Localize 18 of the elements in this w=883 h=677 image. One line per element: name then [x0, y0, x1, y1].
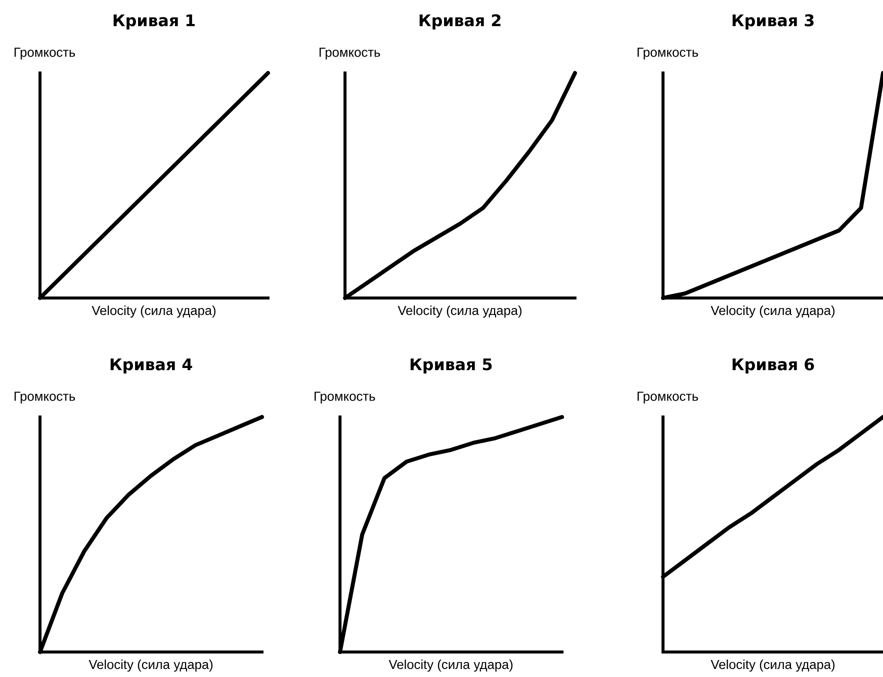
chart-title: Кривая 6 — [732, 358, 814, 374]
x-axis-title: Velocity (сила удара) — [92, 306, 216, 318]
x-axis-title: Velocity (сила удара) — [710, 660, 834, 672]
x-axis-title: Velocity (сила удара) — [398, 306, 522, 318]
chart-title: Кривая 5 — [410, 358, 492, 374]
chart-title: Кривая 4 — [110, 358, 192, 374]
y-axis-title: Громкость — [638, 48, 698, 60]
y-axis-title: Громкость — [638, 392, 698, 404]
chart-title: Кривая 3 — [732, 14, 814, 30]
y-axis-title: Громкость — [14, 392, 76, 404]
y-axis-title: Громкость — [314, 392, 376, 404]
chart-title: Кривая 1 — [114, 14, 195, 30]
y-axis-title: Громкость — [14, 48, 76, 60]
y-axis-title: Громкость — [320, 48, 380, 60]
x-axis-title: Velocity (сила удара) — [710, 306, 834, 318]
x-axis-title: Velocity (сила удара) — [88, 660, 212, 672]
chart-title: Кривая 2 — [420, 14, 500, 30]
x-axis-title: Velocity (сила удара) — [388, 660, 512, 672]
